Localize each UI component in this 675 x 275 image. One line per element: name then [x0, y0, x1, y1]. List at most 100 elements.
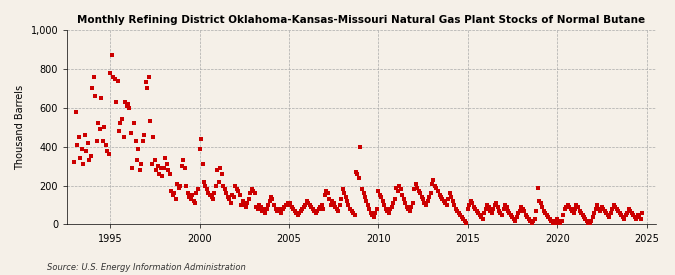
Point [394, 183, 405, 188]
Point [358, 191, 369, 196]
Point [416, 195, 427, 199]
Point [531, 209, 541, 213]
Point [319, 193, 330, 197]
Point [69, 160, 80, 164]
Point [480, 207, 491, 211]
Point [383, 211, 394, 215]
Point [572, 205, 583, 209]
Point [440, 201, 451, 205]
Point [108, 75, 119, 79]
Point [163, 168, 173, 172]
Point [124, 106, 135, 110]
Point [377, 199, 388, 203]
Point [396, 187, 406, 192]
Point [298, 205, 309, 209]
Point [493, 209, 504, 213]
Point [70, 109, 81, 114]
Point [169, 191, 180, 196]
Point [266, 195, 277, 199]
Point [251, 205, 262, 209]
Point [167, 193, 178, 197]
Point [126, 131, 136, 135]
Point [593, 207, 604, 211]
Point [408, 187, 419, 192]
Point [614, 211, 625, 215]
Point [146, 162, 157, 166]
Point [506, 213, 516, 217]
Point [467, 201, 478, 205]
Point [541, 213, 552, 217]
Point [227, 193, 238, 197]
Point [215, 166, 226, 170]
Point [211, 183, 221, 188]
Point [101, 142, 111, 147]
Point [234, 193, 245, 197]
Point [224, 197, 235, 201]
Point [479, 211, 489, 215]
Point [414, 191, 425, 196]
Point [349, 213, 360, 217]
Point [535, 201, 546, 205]
Point [175, 183, 186, 188]
Point [276, 211, 287, 215]
Point [206, 195, 217, 199]
Point [236, 203, 246, 207]
Point [212, 168, 223, 172]
Point [423, 195, 434, 199]
Point [304, 203, 315, 207]
Point [547, 220, 558, 225]
Point [444, 191, 455, 196]
Point [376, 195, 387, 199]
Point [450, 207, 461, 211]
Point [543, 214, 554, 219]
Point [623, 207, 634, 211]
Point [323, 191, 333, 196]
Point [520, 213, 531, 217]
Point [406, 205, 416, 209]
Point [413, 189, 424, 194]
Point [483, 205, 494, 209]
Point [127, 166, 138, 170]
Point [279, 205, 290, 209]
Point [170, 197, 181, 201]
Point [620, 213, 631, 217]
Point [441, 203, 452, 207]
Point [284, 203, 294, 207]
Point [74, 135, 84, 139]
Point [375, 193, 385, 197]
Point [504, 211, 515, 215]
Point [412, 185, 423, 190]
Point [385, 207, 396, 211]
Point [86, 154, 97, 159]
Point [568, 211, 579, 215]
Point [81, 148, 92, 153]
Point [188, 199, 199, 203]
Point [389, 197, 400, 201]
Point [138, 139, 148, 143]
Point [371, 207, 382, 211]
Point [582, 218, 593, 223]
Point [488, 207, 499, 211]
Point [303, 201, 314, 205]
Point [571, 203, 582, 207]
Point [526, 220, 537, 225]
Point [130, 139, 141, 143]
Point [452, 209, 463, 213]
Point [456, 214, 467, 219]
Point [475, 213, 485, 217]
Point [367, 213, 378, 217]
Point [587, 214, 598, 219]
Point [157, 174, 168, 178]
Point [82, 141, 93, 145]
Point [333, 209, 344, 213]
Point [437, 197, 448, 201]
Point [103, 152, 114, 157]
Point [348, 211, 358, 215]
Point [533, 185, 543, 190]
Point [339, 191, 350, 196]
Point [315, 205, 325, 209]
Point [122, 104, 132, 108]
Point [637, 211, 647, 215]
Point [99, 125, 109, 130]
Point [153, 164, 163, 168]
